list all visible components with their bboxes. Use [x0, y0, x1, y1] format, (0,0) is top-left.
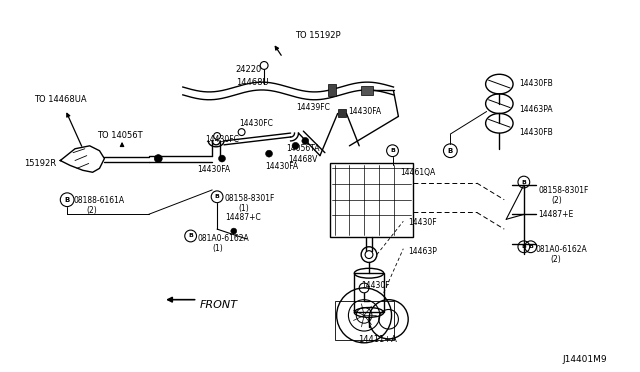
Text: 15192R: 15192R	[24, 158, 56, 167]
Text: (1): (1)	[239, 203, 250, 213]
Text: 08188-6161A: 08188-6161A	[73, 196, 124, 205]
Text: 14430FB: 14430FB	[519, 128, 553, 137]
Circle shape	[292, 142, 299, 149]
Text: B: B	[65, 197, 70, 203]
Text: 14430F: 14430F	[408, 218, 437, 227]
Text: 14430FC: 14430FC	[205, 135, 239, 144]
Text: 14430FC: 14430FC	[239, 119, 273, 128]
Text: B: B	[528, 244, 533, 249]
Text: 14430F: 14430F	[361, 281, 390, 290]
Circle shape	[219, 155, 225, 162]
Bar	[361, 86, 373, 95]
Circle shape	[231, 228, 237, 234]
Text: TO 14468UA: TO 14468UA	[34, 95, 86, 104]
Text: B: B	[448, 148, 453, 154]
Text: 14463PA: 14463PA	[519, 105, 552, 114]
Text: 08158-8301F: 08158-8301F	[225, 194, 275, 203]
Text: 14056TA: 14056TA	[287, 144, 320, 153]
Text: 14461QA: 14461QA	[401, 169, 436, 177]
Text: J14401M9: J14401M9	[562, 355, 607, 363]
Circle shape	[266, 150, 273, 157]
Text: 14430FA: 14430FA	[265, 163, 298, 171]
Text: 08158-8301F: 08158-8301F	[538, 186, 589, 195]
Text: 14468V: 14468V	[289, 155, 318, 164]
Circle shape	[154, 155, 162, 163]
Text: FRONT: FRONT	[200, 300, 237, 310]
Bar	[338, 109, 346, 118]
Bar	[330, 163, 413, 237]
Text: 14463P: 14463P	[408, 247, 437, 256]
Text: B: B	[522, 244, 526, 249]
Text: 14430FA: 14430FA	[198, 166, 230, 174]
Text: 14487+C: 14487+C	[225, 214, 260, 222]
Text: B: B	[390, 148, 395, 153]
Text: 24220: 24220	[236, 65, 262, 74]
Bar	[355, 273, 384, 312]
Text: 081A0-6162A: 081A0-6162A	[198, 234, 249, 243]
Text: (2): (2)	[550, 254, 561, 264]
Text: 14487+E: 14487+E	[538, 209, 574, 218]
Text: TO 14056T: TO 14056T	[97, 131, 142, 140]
Text: 14439FC: 14439FC	[296, 103, 330, 112]
Text: B: B	[214, 194, 220, 199]
Bar	[328, 84, 336, 96]
Text: 081A0-6162A: 081A0-6162A	[536, 245, 588, 254]
Circle shape	[302, 138, 308, 144]
Text: 14430FA: 14430FA	[348, 107, 381, 116]
Text: TO 15192P: TO 15192P	[296, 31, 341, 40]
Text: (1): (1)	[212, 244, 223, 253]
Text: 14430FB: 14430FB	[519, 79, 553, 88]
Text: 14468U: 14468U	[236, 78, 268, 87]
Text: 14411+A: 14411+A	[358, 335, 397, 344]
Text: (2): (2)	[551, 196, 562, 205]
Text: (2): (2)	[87, 206, 97, 215]
Text: B: B	[522, 180, 526, 185]
Bar	[335, 301, 394, 340]
Text: B: B	[188, 234, 193, 238]
